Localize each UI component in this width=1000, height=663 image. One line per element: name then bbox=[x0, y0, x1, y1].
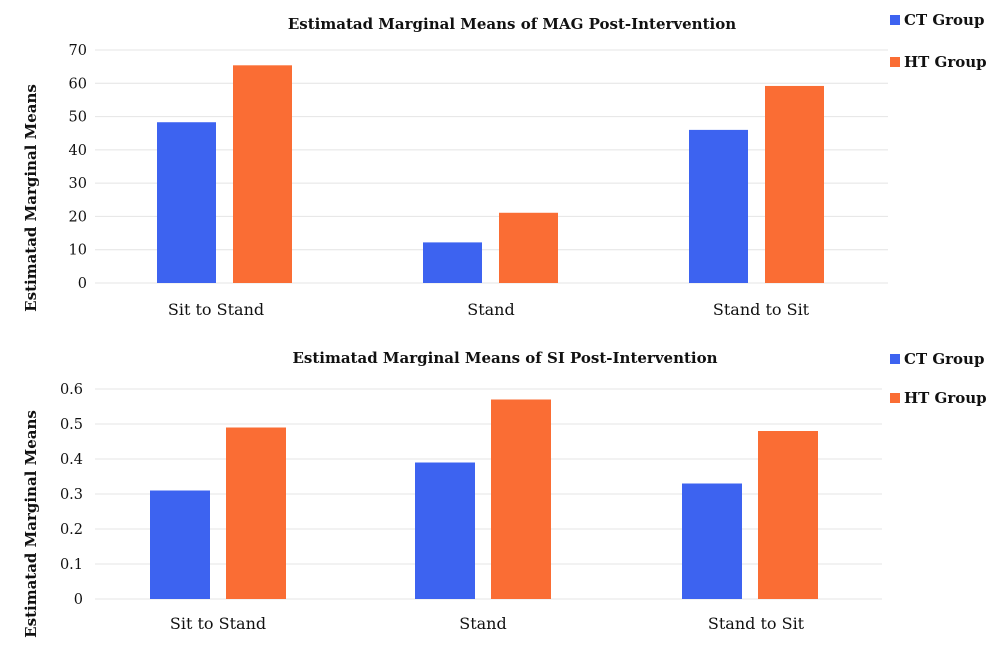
y-tick-label: 0.3 bbox=[60, 487, 83, 503]
bar-ht-sit-to-stand bbox=[233, 65, 292, 283]
y-tick-label: 0.5 bbox=[60, 417, 83, 433]
legend-label-ct: CT Group bbox=[904, 350, 984, 368]
y-tick-label: 0.2 bbox=[60, 522, 83, 538]
bar-ht-stand bbox=[499, 212, 558, 283]
bar-ht-stand-to-sit bbox=[765, 85, 824, 283]
y-tick-label: 0 bbox=[74, 592, 83, 608]
legend: CT Group HT Group bbox=[890, 11, 987, 71]
bar-ct-stand bbox=[415, 462, 475, 599]
legend-label-ht: HT Group bbox=[904, 389, 987, 407]
legend-swatch-ht bbox=[890, 57, 900, 67]
y-tick-label: 50 bbox=[69, 110, 87, 126]
y-tick-labels: 0 10 20 30 40 50 60 70 bbox=[69, 43, 87, 292]
y-tick-label: 20 bbox=[69, 209, 87, 225]
y-tick-label: 60 bbox=[69, 76, 87, 92]
y-tick-label: 30 bbox=[69, 176, 87, 192]
mag-chart: Estimatad Marginal Means of MAG Post-Int… bbox=[22, 11, 987, 319]
category-labels: Sit to Stand Stand Stand to Sit bbox=[168, 300, 810, 319]
y-axis-label: Estimatad Marginal Means bbox=[22, 84, 40, 312]
si-chart: Estimatad Marginal Means of SI Post-Inte… bbox=[22, 349, 987, 638]
legend-swatch-ht bbox=[890, 393, 900, 403]
legend-swatch-ct bbox=[890, 354, 900, 364]
legend-label-ht: HT Group bbox=[904, 53, 987, 71]
x-tick-label: Stand to Sit bbox=[708, 614, 805, 633]
y-tick-label: 0.4 bbox=[60, 452, 83, 468]
bar-ht-stand-to-sit bbox=[758, 431, 818, 599]
legend: CT Group HT Group bbox=[890, 350, 987, 407]
y-tick-labels: 0 0.1 0.2 0.3 0.4 0.5 0.6 bbox=[60, 382, 83, 608]
y-tick-label: 70 bbox=[69, 43, 87, 59]
x-tick-label: Sit to Stand bbox=[168, 300, 264, 319]
y-tick-label: 0.6 bbox=[60, 382, 83, 398]
chart-title: Estimatad Marginal Means of MAG Post-Int… bbox=[288, 15, 736, 33]
y-tick-label: 0 bbox=[78, 276, 87, 292]
grid-lines bbox=[95, 49, 888, 284]
y-axis-label: Estimatad Marginal Means bbox=[22, 410, 40, 638]
x-tick-label: Stand bbox=[459, 614, 506, 633]
bar-ct-stand-to-sit bbox=[689, 129, 748, 283]
bar-ct-sit-to-stand bbox=[157, 122, 216, 283]
legend-swatch-ct bbox=[890, 15, 900, 25]
bar-ht-stand bbox=[491, 399, 551, 599]
x-tick-label: Stand bbox=[467, 300, 514, 319]
bar-ht-sit-to-stand bbox=[226, 427, 286, 599]
y-tick-label: 40 bbox=[69, 143, 87, 159]
x-tick-label: Sit to Stand bbox=[170, 614, 266, 633]
bars bbox=[150, 399, 818, 599]
y-tick-label: 10 bbox=[69, 243, 87, 259]
x-tick-label: Stand to Sit bbox=[713, 300, 810, 319]
category-labels: Sit to Stand Stand Stand to Sit bbox=[170, 614, 805, 633]
bar-ct-stand-to-sit bbox=[682, 483, 742, 599]
bars bbox=[157, 65, 824, 283]
chart-title: Estimatad Marginal Means of SI Post-Inte… bbox=[292, 349, 717, 367]
y-tick-label: 0.1 bbox=[60, 557, 83, 573]
bar-ct-stand bbox=[423, 242, 482, 283]
legend-label-ct: CT Group bbox=[904, 11, 984, 29]
bar-ct-sit-to-stand bbox=[150, 490, 210, 599]
